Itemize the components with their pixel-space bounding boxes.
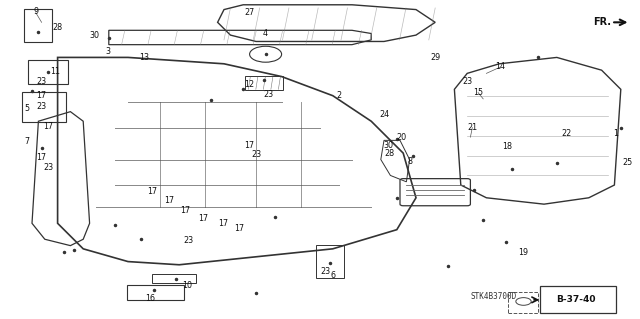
Text: 4: 4 — [263, 29, 268, 38]
Text: 23: 23 — [36, 77, 47, 86]
Text: 20: 20 — [397, 133, 407, 142]
Text: 17: 17 — [234, 224, 244, 233]
Text: 9: 9 — [33, 7, 38, 16]
Text: 17: 17 — [218, 219, 228, 228]
Text: 1: 1 — [613, 130, 618, 138]
Text: 22: 22 — [561, 130, 572, 138]
Text: 18: 18 — [502, 142, 513, 151]
Text: 17: 17 — [36, 153, 47, 162]
Text: 23: 23 — [462, 77, 472, 86]
Text: 16: 16 — [145, 294, 156, 303]
Text: 23: 23 — [320, 267, 330, 276]
Text: 15: 15 — [473, 88, 483, 97]
Text: 17: 17 — [43, 122, 53, 130]
Text: 17: 17 — [164, 197, 175, 205]
Text: 30: 30 — [383, 141, 394, 150]
Text: 14: 14 — [495, 63, 506, 71]
Text: 19: 19 — [518, 248, 529, 256]
Text: 24: 24 — [379, 110, 389, 119]
Text: 23: 23 — [184, 236, 194, 245]
Text: 17: 17 — [244, 141, 255, 150]
Text: 13: 13 — [139, 53, 149, 62]
Text: 23: 23 — [264, 90, 274, 99]
Text: 11: 11 — [50, 67, 60, 76]
Text: 17: 17 — [147, 187, 157, 196]
Text: 23: 23 — [251, 150, 261, 159]
Text: 10: 10 — [182, 281, 192, 290]
Text: 30: 30 — [89, 31, 99, 40]
Text: B-37-40: B-37-40 — [556, 295, 596, 304]
Text: 23: 23 — [36, 102, 47, 111]
Text: FR.: FR. — [593, 17, 611, 27]
Text: 5: 5 — [24, 104, 29, 113]
Text: 28: 28 — [52, 23, 63, 32]
Text: 6: 6 — [330, 271, 335, 280]
Text: 12: 12 — [244, 80, 255, 89]
Text: 17: 17 — [36, 91, 47, 100]
Text: 17: 17 — [198, 214, 209, 223]
Text: 29: 29 — [430, 53, 440, 62]
Text: 7: 7 — [24, 137, 29, 146]
Text: 25: 25 — [622, 158, 632, 167]
Text: STK4B3700D: STK4B3700D — [470, 292, 516, 301]
Text: 21: 21 — [467, 123, 477, 132]
Text: 28: 28 — [384, 149, 394, 158]
Text: 2: 2 — [337, 91, 342, 100]
Text: 8: 8 — [408, 157, 413, 166]
Text: 23: 23 — [43, 163, 53, 172]
Text: 27: 27 — [244, 8, 255, 17]
Text: 17: 17 — [180, 206, 191, 215]
Text: 3: 3 — [105, 47, 110, 56]
